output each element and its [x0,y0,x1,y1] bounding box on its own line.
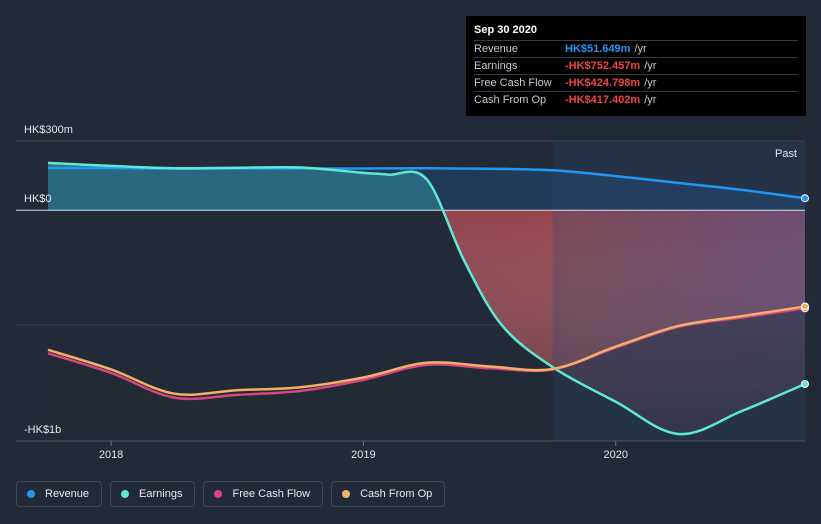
legend-label: Cash From Op [360,488,433,500]
chart-areas [48,162,805,441]
tooltip-row-earnings: Earnings -HK$752.457m /yr [474,57,798,74]
tooltip: Sep 30 2020 Revenue HK$51.649m /yr Earni… [466,16,806,116]
earnings-positive-area [48,162,443,211]
earnings-dot-icon [121,490,130,498]
legend-label: Earnings [139,488,183,500]
tooltip-row-revenue: Revenue HK$51.649m /yr [474,40,798,57]
tooltip-row-cash-from-op: Cash From Op -HK$417.402m /yr [474,91,798,108]
legend-item-revenue[interactable]: Revenue [16,481,103,507]
tooltip-value: -HK$752.457m [565,60,641,72]
tooltip-unit: /yr [634,43,647,55]
x-axis-ticks: 2018 2019 2020 [99,441,628,461]
tooltip-label: Revenue [474,43,519,55]
x-tick-label: 2019 [351,449,375,461]
legend: Revenue Earnings Free Cash Flow Cash Fro… [16,481,446,507]
tooltip-label: Free Cash Flow [474,77,552,89]
past-label: Past [775,148,797,160]
tooltip-value: -HK$417.402m [565,94,641,106]
revenue-line-end-point [801,194,809,203]
tooltip-row-free-cash-flow: Free Cash Flow -HK$424.798m /yr [474,74,798,91]
tooltip-unit: /yr [644,94,657,106]
y-tick-label: -HK$1b [24,424,61,436]
earnings-line-end-point [801,380,809,388]
tooltip-value: -HK$424.798m [565,77,641,89]
series-lines [47,161,806,436]
cash-from-op-line-end-point [801,302,809,311]
legend-label: Free Cash Flow [232,488,311,500]
tooltip-unit: /yr [644,77,657,89]
x-tick-label: 2018 [99,449,123,461]
earnings-line [47,161,806,436]
tooltip-value: HK$51.649m [565,43,631,55]
series-end-dots [801,194,809,388]
past-region-highlight [552,141,805,441]
x-tick-label: 2020 [604,449,628,461]
tooltip-unit: /yr [644,60,657,72]
legend-item-cash-from-op[interactable]: Cash From Op [331,481,446,507]
y-tick-label: HK$300m [24,124,73,136]
tooltip-label: Cash From Op [474,94,547,106]
cash-from-op-line [47,305,806,397]
free-cash-flow-dot-icon [214,490,223,498]
y-tick-label: HK$0 [24,193,52,205]
legend-item-free-cash-flow[interactable]: Free Cash Flow [203,481,324,507]
legend-item-earnings[interactable]: Earnings [110,481,196,507]
legend-label: Revenue [45,488,90,500]
cash-from-op-dot-icon [342,490,351,498]
tooltip-date: Sep 30 2020 [474,24,537,36]
revenue-dot-icon [27,490,35,498]
cash-flow-area [48,308,805,441]
revenue-area [48,167,805,211]
tooltip-label: Earnings [474,60,518,72]
